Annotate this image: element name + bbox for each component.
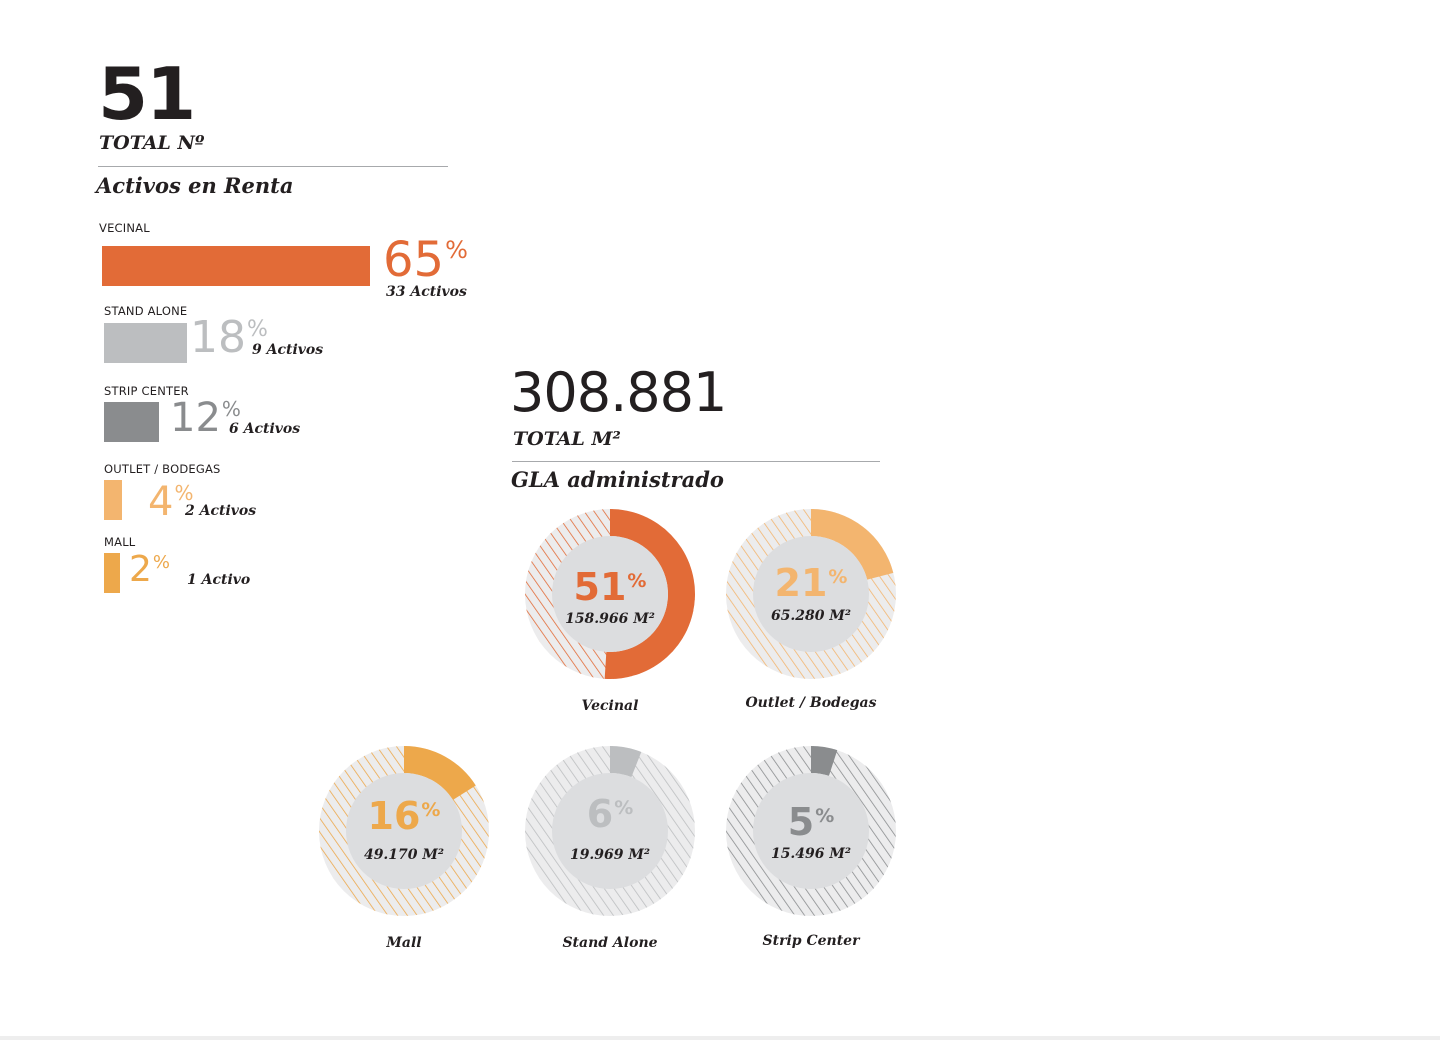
pct-stand-alone: 18% <box>190 312 268 363</box>
donut-vecinal: 51% 158.966 M² <box>520 504 700 684</box>
donut-outlet-slice <box>811 509 894 580</box>
donut-outlet-center <box>753 536 869 652</box>
donut-outlet: 21% 65.280 M² <box>721 504 901 684</box>
total-m2-label: TOTAL M² <box>513 428 621 450</box>
bar-label-outlet: OUTLET / BODEGAS <box>104 462 221 476</box>
divider-right <box>512 461 880 462</box>
donut-strip-center-slice <box>811 746 838 776</box>
donut-value-stand-alone: 19.969 M² <box>569 847 651 863</box>
donut-pct-mall: 16% <box>367 794 441 838</box>
pct-vecinal: 65% <box>383 232 468 288</box>
donut-value-strip-center: 15.496 M² <box>770 846 852 862</box>
bar-label-strip-center: STRIP CENTER <box>104 384 189 398</box>
page-bottom-rule <box>0 1036 1440 1040</box>
donut-value-mall: 49.170 M² <box>363 847 445 863</box>
donut-label-stand-alone: Stand Alone <box>562 935 658 951</box>
donut-label-outlet: Outlet / Bodegas <box>745 695 877 711</box>
donut-strip-center-graphic <box>726 746 896 916</box>
donut-outlet-graphic <box>726 509 896 679</box>
total-assets-number: 51 <box>98 52 196 136</box>
donut-stand-alone-slice <box>610 746 642 778</box>
donut-mall-slice <box>404 746 476 800</box>
donut-stand-alone-graphic <box>525 746 695 916</box>
section-title-activos: Activos en Renta <box>96 173 294 198</box>
count-stand-alone: 9 Activos <box>252 342 324 358</box>
bar-vecinal <box>102 246 370 286</box>
section-title-gla: GLA administrado <box>511 467 724 492</box>
donut-mall: 16% 49.170 M² <box>314 741 494 921</box>
bar-strip-center <box>104 402 159 442</box>
donut-pct-vecinal: 51% <box>573 565 647 609</box>
pct-mall: 2% <box>129 549 171 590</box>
total-m2-number: 308.881 <box>510 361 727 424</box>
donut-value-vecinal: 158.966 M² <box>565 611 655 627</box>
donut-value-outlet: 65.280 M² <box>770 608 852 624</box>
donut-pct-stand-alone: 6% <box>586 792 634 836</box>
divider-left <box>98 166 448 167</box>
count-outlet: 2 Activos <box>185 503 257 519</box>
bar-outlet <box>104 480 122 520</box>
donut-label-vecinal: Vecinal <box>581 698 639 714</box>
donut-stand-alone: 6% 19.969 M² <box>520 741 700 921</box>
bar-label-stand-alone: STAND ALONE <box>104 304 188 318</box>
donut-mall-center <box>346 773 462 889</box>
donut-pct-outlet: 21% <box>774 561 848 605</box>
donut-vecinal-center <box>552 536 668 652</box>
donut-pct-strip-center: 5% <box>787 800 835 844</box>
bar-stand-alone <box>104 323 187 363</box>
donut-mall-graphic <box>319 746 489 916</box>
donut-label-mall: Mall <box>386 935 422 951</box>
bar-label-mall: MALL <box>104 535 136 549</box>
donut-stand-alone-center <box>552 773 668 889</box>
bar-label-vecinal: VECINAL <box>99 221 150 235</box>
donut-strip-center: 5% 15.496 M² <box>721 741 901 921</box>
donut-strip-center-center <box>753 773 869 889</box>
count-vecinal: 33 Activos <box>386 284 467 300</box>
total-assets-label: TOTAL Nº <box>99 132 205 154</box>
count-strip-center: 6 Activos <box>229 421 301 437</box>
donut-label-strip-center: Strip Center <box>762 933 860 949</box>
donut-vecinal-slice <box>604 509 695 679</box>
donut-vecinal-graphic <box>525 509 695 679</box>
pct-strip-center: 12% <box>170 395 241 441</box>
count-mall: 1 Activo <box>187 572 251 588</box>
pct-outlet: 4% <box>148 479 194 525</box>
bar-mall <box>104 553 120 593</box>
